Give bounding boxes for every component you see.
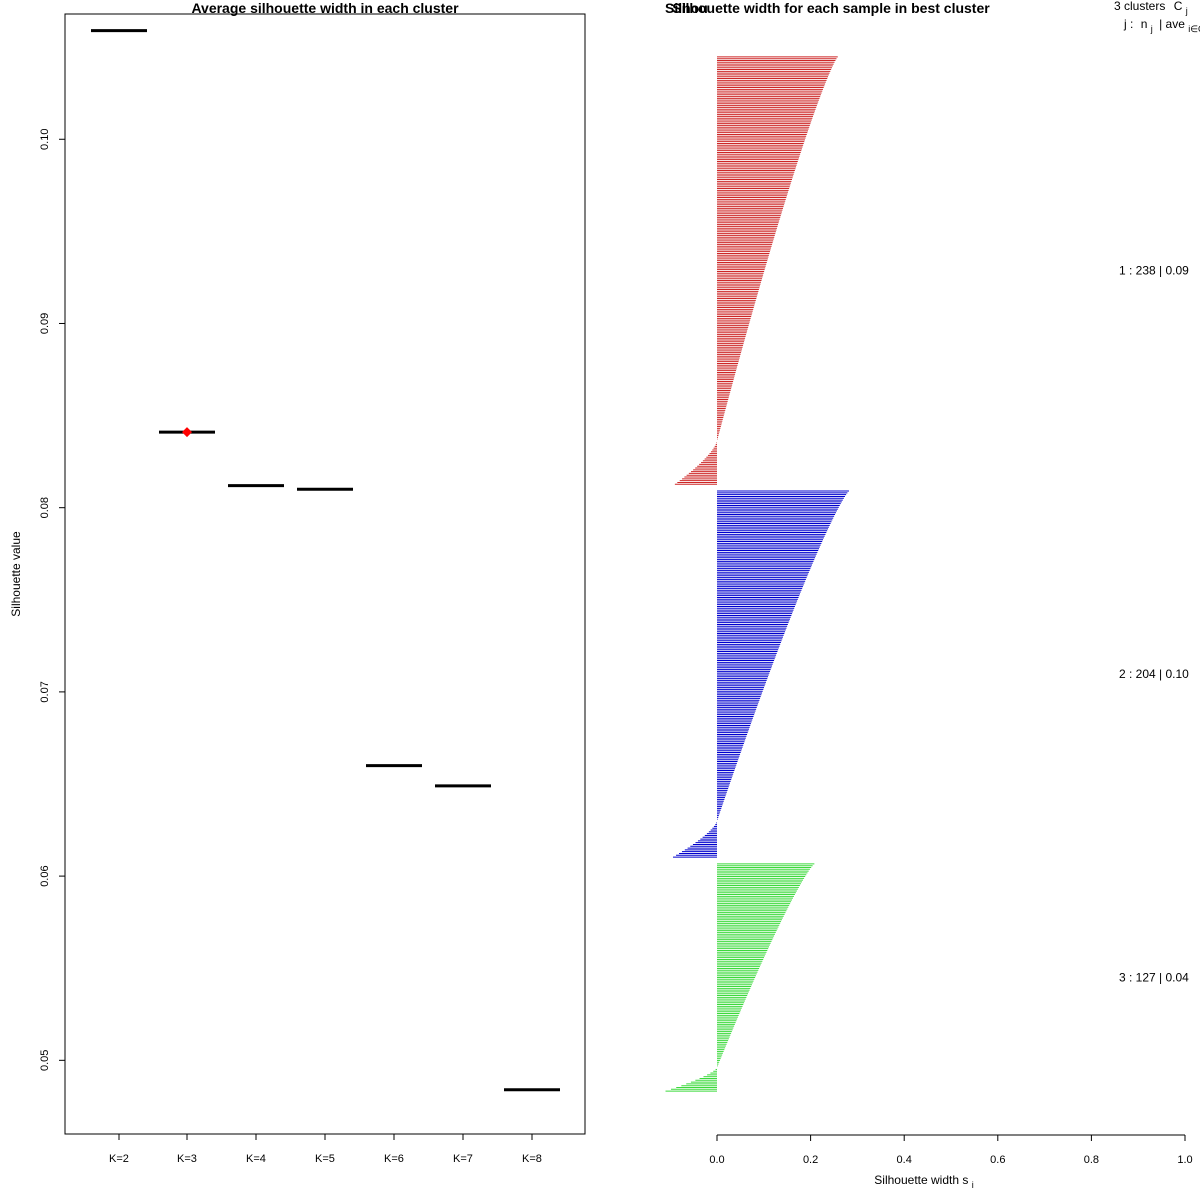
right-silhouette-panel: Silhou Silhouette width for each sample … <box>665 0 1200 1190</box>
cluster-annotations: 1 : 238 | 0.09 2 : 204 | 0.10 3 : 127 | 0.… <box>1119 264 1189 985</box>
right-x-axis-label-text: Silhouette width s <box>874 1173 968 1187</box>
header-cluster-subscript: j <box>1185 6 1188 16</box>
y-tick-label: 0.08 <box>39 497 51 518</box>
cluster-annotation-1: 1 : 238 | 0.09 <box>1119 264 1189 278</box>
right-title-overlap-fragment: Silhou <box>665 0 708 16</box>
y-tick-label: 0.07 <box>39 681 51 702</box>
left-plot-marks <box>91 29 560 1092</box>
header-ave-subscript: i∈Cj <box>1188 24 1200 34</box>
cluster-annotation-2: 2 : 204 | 0.10 <box>1119 667 1189 681</box>
x-tick-label: K=2 <box>109 1153 129 1165</box>
header-cluster-symbol: C <box>1174 0 1183 13</box>
silhouette-bars <box>665 56 849 1092</box>
header-j: j : <box>1123 17 1133 31</box>
x-tick-label: K=3 <box>177 1153 197 1165</box>
right-x-tick-label: 0.6 <box>990 1154 1005 1166</box>
right-x-tick-label: 0.4 <box>897 1154 912 1166</box>
right-x-axis-label-subscript: i <box>972 1180 974 1190</box>
right-x-tick-label: 0.0 <box>709 1154 724 1166</box>
right-x-tick-label: 0.2 <box>803 1154 818 1166</box>
left-y-axis-label: Silhouette value <box>9 531 23 617</box>
cluster-summary-header: 3 clusters C j j : n j | ave i∈Cj s <box>1114 0 1200 35</box>
right-x-axis: 0.0 0.2 0.4 0.6 0.8 1.0 <box>709 1134 1193 1166</box>
x-tick-label: K=4 <box>246 1153 266 1165</box>
y-tick-label: 0.06 <box>39 865 51 886</box>
header-line-2: j : n j | ave i∈Cj s <box>1123 17 1200 35</box>
y-tick-label: 0.10 <box>39 129 51 150</box>
left-silhouette-panel: Average silhouette width in each cluster… <box>9 0 586 1165</box>
left-plot-frame <box>64 13 586 1135</box>
header-n-subscript: j <box>1150 24 1153 34</box>
right-x-tick-label: 1.0 <box>1177 1154 1192 1166</box>
cluster-annotation-3: 3 : 127 | 0.04 <box>1119 970 1189 984</box>
x-tick-label: K=6 <box>384 1153 404 1165</box>
header-line-1: 3 clusters C j <box>1114 0 1188 16</box>
header-ave: | ave <box>1159 17 1185 31</box>
right-x-axis-label: Silhouette width s i <box>874 1173 973 1190</box>
x-tick-label: K=5 <box>315 1153 335 1165</box>
left-chart-title: Average silhouette width in each cluster <box>191 0 459 16</box>
x-tick-label: K=7 <box>453 1153 473 1165</box>
left-x-axis: K=2 K=3 K=4 K=5 K=6 K=7 K=8 <box>109 1134 542 1165</box>
left-y-axis: 0.05 0.06 0.07 0.08 0.09 0.10 <box>39 129 65 1071</box>
header-n: n <box>1141 17 1148 31</box>
y-tick-label: 0.05 <box>39 1050 51 1071</box>
right-x-tick-label: 0.8 <box>1084 1154 1099 1166</box>
right-chart-title: Silhouette width for each sample in best… <box>672 0 990 16</box>
x-tick-label: K=8 <box>522 1153 542 1165</box>
header-cluster-count: 3 clusters <box>1114 0 1165 13</box>
y-tick-label: 0.09 <box>39 313 51 334</box>
best-k-marker <box>182 427 192 438</box>
